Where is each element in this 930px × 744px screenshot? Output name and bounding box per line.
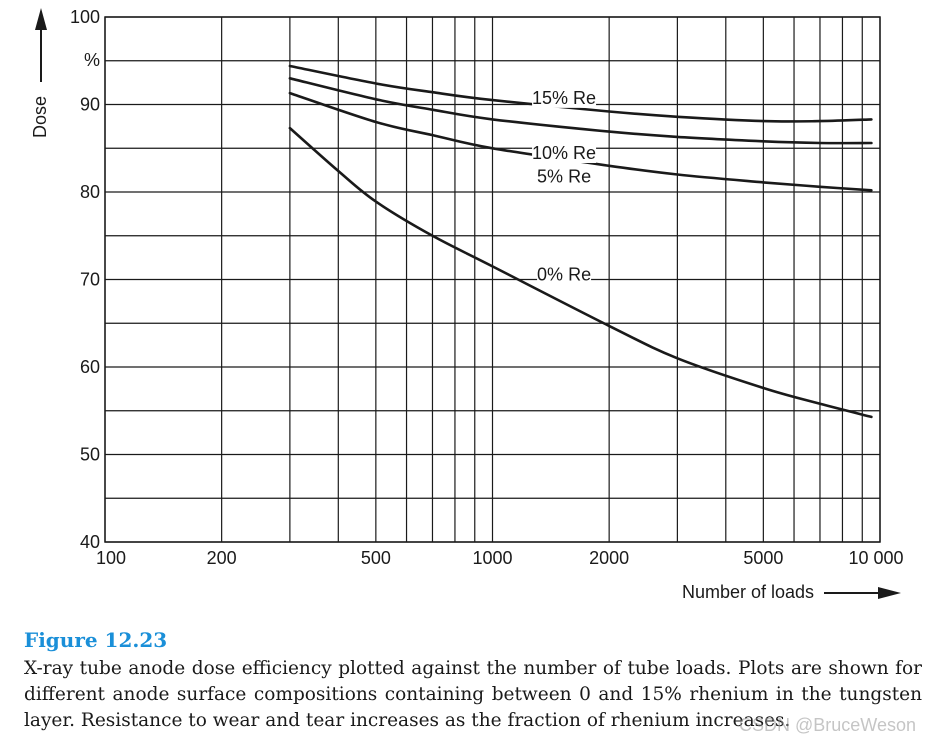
series-labels: 15% Re 10% Re 5% Re 0% Re (532, 87, 597, 285)
x-tick-label: 200 (207, 548, 237, 568)
series-label-bg (532, 87, 597, 108)
dose-vs-loads-chart: 100 90 80 70 60 50 40 100 200 500 1000 2000 5000 10 … (30, 7, 904, 602)
series-label: 5% Re (537, 167, 591, 187)
y-unit-label: % (84, 50, 100, 70)
series-line (288, 64, 873, 123)
series-curves (288, 64, 873, 419)
x-tick-label: 2000 (589, 548, 629, 568)
x-axis-arrow-head (878, 587, 901, 599)
series-label: 0% Re (537, 265, 591, 285)
grid (104, 16, 881, 543)
y-axis-arrow-head (35, 8, 47, 30)
y-tick-label: 80 (80, 182, 100, 202)
y-tick-label: 60 (80, 357, 100, 377)
series-line (288, 77, 873, 145)
figure-caption: Figure 12.23 X-ray tube anode dose effic… (24, 628, 922, 734)
y-axis-ticks: 100 90 80 70 60 50 40 (70, 7, 100, 552)
series-label: 10% Re (532, 143, 596, 163)
y-tick-label: 50 (80, 445, 100, 465)
x-tick-label: 100 (96, 548, 126, 568)
x-tick-label: 500 (361, 548, 391, 568)
watermark: CSDN @BruceWeson (739, 715, 916, 735)
x-axis-title: Number of loads (682, 582, 814, 602)
y-tick-label: 70 (80, 270, 100, 290)
x-axis-ticks: 100 200 500 1000 2000 5000 10 000 (96, 548, 904, 568)
y-tick-label: 40 (80, 532, 100, 552)
figure-caption-text: X-ray tube anode dose efficiency plotted… (24, 658, 922, 731)
x-tick-label: 1000 (472, 548, 512, 568)
series-label: 15% Re (532, 88, 596, 108)
series-line (288, 126, 873, 419)
y-tick-label: 100 (70, 7, 100, 27)
series-line (288, 91, 873, 192)
y-axis-title: Dose (30, 96, 50, 138)
plot-frame (104, 16, 881, 543)
y-tick-label: 90 (80, 95, 100, 115)
series-label-bg (532, 143, 597, 163)
series-label-bg (537, 166, 592, 187)
x-tick-label: 10 000 (848, 548, 903, 568)
y-axis-title-group: Dose (30, 8, 50, 138)
figure-title: Figure 12.23 (24, 628, 168, 652)
series-label-bg (537, 264, 592, 285)
x-axis-title-group: Number of loads (682, 582, 901, 602)
x-tick-label: 5000 (743, 548, 783, 568)
